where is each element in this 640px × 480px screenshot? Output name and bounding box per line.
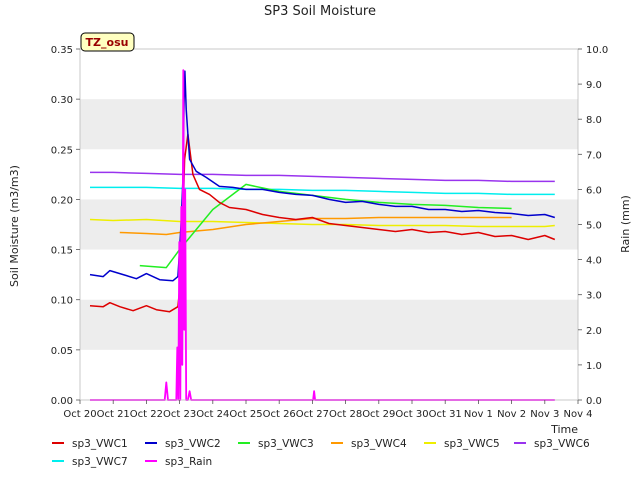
x-tick-label: Oct 21 — [97, 409, 130, 420]
x-tick-label: Oct 31 — [429, 409, 462, 420]
x-axis: Oct 20 Oct 21 Oct 22 Oct 23 Oct 24 Oct 25 Oct … — [63, 400, 593, 420]
badge-label: TZ_osu — [86, 36, 129, 49]
y2-tick-label: 9.0 — [586, 80, 602, 91]
right-axis: 0.0 1.0 2.0 3.0 4.0 5.0 6.0 7.0 8.0 9.0 10.0 — [578, 45, 608, 407]
x-tick-label: Oct 30 — [395, 409, 428, 420]
badge-box — [80, 32, 135, 52]
legend-label-sp3-rain: sp3_Rain — [165, 456, 212, 468]
x-tick-label: Nov 3 — [530, 409, 559, 420]
y-axis-label: Soil Moisture (m3/m3) — [8, 165, 21, 287]
y2-tick-label: 5.0 — [586, 221, 602, 232]
y2-tick-label: 6.0 — [586, 185, 602, 196]
y-tick-label: 0.15 — [51, 246, 73, 257]
y-tick-label: 0.20 — [51, 195, 73, 206]
y2-tick-label: 7.0 — [586, 150, 602, 161]
left-axis: 0.00 0.05 0.10 0.15 0.20 0.25 0.30 0.35 — [51, 45, 80, 407]
legend: sp3_VWC1 sp3_VWC2 sp3_VWC3 sp3_VWC4 sp3_VWC5… — [52, 438, 590, 468]
x-tick-label: Oct 28 — [329, 409, 362, 420]
y2-tick-label: 10.0 — [586, 45, 608, 56]
y2-tick-label: 4.0 — [586, 256, 602, 267]
sp3-vwc2-line — [89, 70, 556, 282]
legend-label-sp3-vwc1: sp3_VWC1 — [72, 438, 128, 450]
x-axis-label: Time — [550, 423, 578, 436]
badge: TZ_osu — [80, 32, 135, 52]
grid-band — [80, 99, 578, 150]
x-tick-label: Oct 27 — [296, 409, 329, 420]
y2-tick-label: 0.0 — [586, 396, 602, 407]
y-tick-label: 0.10 — [51, 296, 73, 307]
legend-label-sp3-vwc5: sp3_VWC5 — [444, 438, 500, 450]
y-tick-label: 0.35 — [51, 45, 73, 56]
x-tick-label: Nov 4 — [563, 409, 592, 420]
sp3-vwc7-line — [90, 186, 555, 196]
x-tick-label: Nov 2 — [497, 409, 526, 420]
chart-title: SP3 Soil Moisture — [264, 4, 376, 19]
legend-label-sp3-vwc4: sp3_VWC4 — [351, 438, 407, 450]
x-tick-label: Oct 29 — [362, 409, 395, 420]
x-tick-label: Oct 25 — [229, 409, 262, 420]
y-tick-label: 0.30 — [51, 95, 73, 106]
legend-label-sp3-vwc3: sp3_VWC3 — [258, 438, 314, 450]
x-tick-label: Oct 22 — [130, 409, 163, 420]
x-tick-label: Oct 23 — [163, 409, 196, 420]
sp3-vwc6-line — [90, 171, 555, 183]
legend-label-sp3-vwc2: sp3_VWC2 — [165, 438, 221, 450]
sp3-vwc1-line — [89, 133, 556, 313]
x-tick-label: Nov 1 — [464, 409, 493, 420]
y2-tick-label: 8.0 — [586, 115, 602, 126]
sp3-vwc5-line — [89, 218, 555, 228]
y2-tick-label: 1.0 — [586, 361, 602, 372]
grid-band — [80, 299, 578, 350]
y-tick-label: 0.00 — [51, 396, 73, 407]
y-tick-label: 0.05 — [51, 346, 73, 357]
legend-label-sp3-vwc6: sp3_VWC6 — [534, 438, 590, 450]
x-tick-label: Oct 24 — [196, 409, 229, 420]
y2-tick-label: 3.0 — [586, 291, 602, 302]
y2-axis-label: Rain (mm) — [619, 195, 632, 253]
y-tick-label: 0.25 — [51, 145, 73, 156]
legend-label-sp3-vwc7: sp3_VWC7 — [72, 456, 128, 468]
y2-tick-label: 2.0 — [586, 326, 602, 337]
x-tick-label: Oct 20 — [63, 409, 96, 420]
x-tick-label: Oct 26 — [263, 409, 296, 420]
